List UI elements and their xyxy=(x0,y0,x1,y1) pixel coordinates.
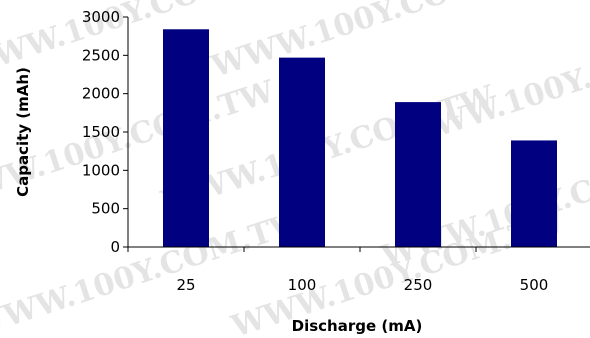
y-tick-label: 3000 xyxy=(82,8,120,26)
bars-group xyxy=(163,29,557,248)
y-axis-title: Capacity (mAh) xyxy=(14,67,32,197)
y-ticks-group: 0 500 1000 1500 2000 2500 3000 xyxy=(82,8,128,256)
bar-25 xyxy=(163,29,209,248)
x-tick-label: 250 xyxy=(404,276,433,294)
y-tick-label: 1500 xyxy=(82,123,120,141)
y-tick-label: 0 xyxy=(110,238,120,256)
y-tick-label: 2000 xyxy=(82,85,120,103)
watermark-text: WWW.100Y.COM.TW xyxy=(207,0,550,85)
bar-250 xyxy=(395,102,441,247)
y-tick-label: 2500 xyxy=(82,46,120,64)
x-axis-title: Discharge (mA) xyxy=(292,317,423,335)
y-tick-label: 500 xyxy=(91,200,120,218)
x-ticks-group: 25 100 250 500 xyxy=(127,247,549,294)
x-tick-label: 500 xyxy=(520,276,549,294)
bar-500 xyxy=(511,140,557,247)
bar-100 xyxy=(279,57,325,248)
y-tick-label: 1000 xyxy=(82,161,120,179)
x-tick-label: 100 xyxy=(288,276,317,294)
x-tick-label: 25 xyxy=(176,276,195,294)
